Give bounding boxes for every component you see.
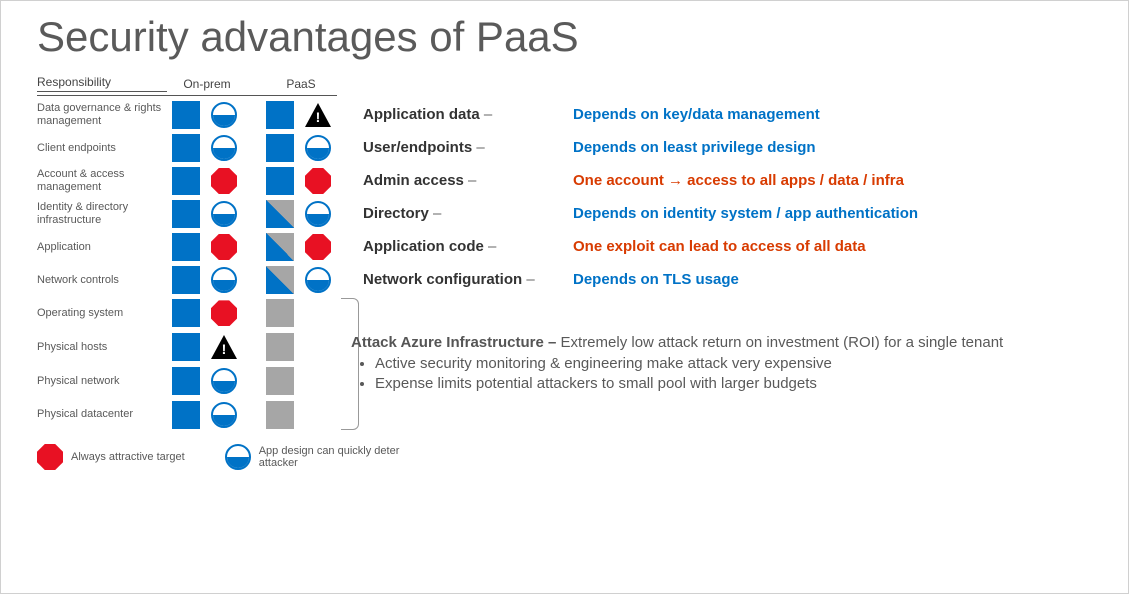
header-onprem: On-prem xyxy=(171,77,243,91)
half-circle-icon xyxy=(211,267,237,293)
blue-square-icon xyxy=(266,134,294,162)
row-label: Operating system xyxy=(37,307,167,320)
header-responsibility: Responsibility xyxy=(37,75,167,92)
attack-desc: Depends on key/data management xyxy=(573,106,820,123)
grey-square-icon xyxy=(266,401,294,429)
responsibility-matrix: Responsibility On-prem PaaS xyxy=(37,75,1098,100)
attack-row-text: Application code – One exploit can lead t… xyxy=(341,238,1098,256)
infra-subheading: Extremely low attack return on investmen… xyxy=(561,334,1004,351)
half-circle-icon xyxy=(225,444,251,470)
red-octagon-icon xyxy=(211,300,237,326)
dash: – xyxy=(480,106,493,123)
half-circle-icon xyxy=(211,368,237,394)
infra-bullet: Active security monitoring & engineering… xyxy=(375,355,1098,372)
dash: – xyxy=(472,139,485,156)
blue-square-icon xyxy=(172,401,200,429)
attack-row-text: Application data – Depends on key/data ma… xyxy=(341,106,1098,124)
grey-square-icon xyxy=(266,299,294,327)
attack-row-text: Admin access – One account → access to al… xyxy=(341,172,1098,190)
legend-octagon: Always attractive target xyxy=(37,444,185,470)
row-label: Data governance & rights management xyxy=(37,102,167,127)
blue-square-icon xyxy=(172,200,200,228)
infra-heading: Attack Azure Infrastructure – xyxy=(351,334,556,351)
blue-square-icon xyxy=(172,167,200,195)
half-circle-icon xyxy=(305,135,331,161)
blue-square-icon xyxy=(172,233,200,261)
row-label: Identity & directory infrastructure xyxy=(37,201,167,226)
red-octagon-icon xyxy=(305,168,331,194)
red-octagon-icon xyxy=(211,168,237,194)
half-circle-icon xyxy=(211,135,237,161)
dash: – xyxy=(484,238,497,255)
row-label: Physical network xyxy=(37,375,167,388)
legend-halfcircle-label: App design can quickly deter attacker xyxy=(259,445,419,469)
page-title: Security advantages of PaaS xyxy=(37,13,1098,61)
dash: – xyxy=(522,271,535,288)
attack-desc: Depends on TLS usage xyxy=(573,271,739,288)
matrix-rows: Data governance & rights management Appli… xyxy=(37,100,1098,430)
attack-label: Application code xyxy=(363,238,484,255)
attack-label: Application data xyxy=(363,106,480,123)
warning-triangle-icon xyxy=(211,335,237,359)
half-circle-icon xyxy=(305,267,331,293)
attack-row-text: User/endpoints – Depends on least privile… xyxy=(341,139,1098,157)
dash: – xyxy=(429,205,442,222)
row-label: Physical datacenter xyxy=(37,408,167,421)
attack-desc: One account → access to all apps / data … xyxy=(573,172,904,189)
blue-square-icon xyxy=(172,299,200,327)
legend-octagon-label: Always attractive target xyxy=(71,451,185,463)
header-paas: PaaS xyxy=(265,77,337,91)
row-label: Client endpoints xyxy=(37,142,167,155)
blue-square-icon xyxy=(266,101,294,129)
blue-square-icon xyxy=(172,101,200,129)
warning-triangle-icon xyxy=(305,103,331,127)
blue-square-icon xyxy=(172,367,200,395)
dash: – xyxy=(464,172,477,189)
red-octagon-icon xyxy=(305,234,331,260)
attack-label: User/endpoints xyxy=(363,139,472,156)
half-circle-icon xyxy=(211,201,237,227)
legend: Always attractive target App design can … xyxy=(37,444,1098,470)
attack-desc: Depends on least privilege design xyxy=(573,139,816,156)
split-square-icon xyxy=(266,266,294,294)
row-label: Physical hosts xyxy=(37,341,167,354)
half-circle-icon xyxy=(305,201,331,227)
attack-label: Network configuration xyxy=(363,271,522,288)
blue-square-icon xyxy=(172,333,200,361)
row-label: Account & access management xyxy=(37,168,167,193)
split-square-icon xyxy=(266,200,294,228)
blue-square-icon xyxy=(172,266,200,294)
grey-square-icon xyxy=(266,367,294,395)
red-octagon-icon xyxy=(211,234,237,260)
half-circle-icon xyxy=(211,102,237,128)
row-label: Network controls xyxy=(37,274,167,287)
attack-row-text: Directory – Depends on identity system / … xyxy=(341,205,1098,223)
legend-halfcircle: App design can quickly deter attacker xyxy=(225,444,419,470)
attack-label: Admin access xyxy=(363,172,464,189)
blue-square-icon xyxy=(266,167,294,195)
infra-bullet: Expense limits potential attackers to sm… xyxy=(375,375,1098,392)
attack-desc: One exploit can lead to access of all da… xyxy=(573,238,866,255)
blue-square-icon xyxy=(172,134,200,162)
infrastructure-block: Attack Azure Infrastructure – Extremely … xyxy=(341,334,1098,395)
attack-desc: Depends on identity system / app authent… xyxy=(573,205,918,222)
attack-label: Directory xyxy=(363,205,429,222)
row-label: Application xyxy=(37,241,167,254)
attack-row-text: Network configuration – Depends on TLS us… xyxy=(341,271,1098,289)
grey-square-icon xyxy=(266,333,294,361)
split-square-icon xyxy=(266,233,294,261)
red-octagon-icon xyxy=(37,444,63,470)
infra-bullets: Active security monitoring & engineering… xyxy=(375,355,1098,392)
half-circle-icon xyxy=(211,402,237,428)
